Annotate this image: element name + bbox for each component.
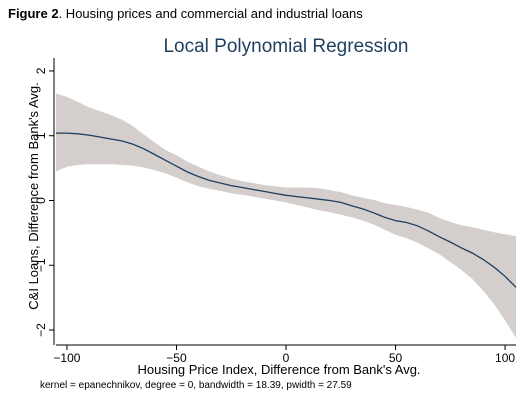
x-tick-label: 50 [389, 351, 403, 365]
y-tick-label: 0 [34, 197, 48, 204]
y-tick-label: −2 [34, 323, 48, 337]
fit-line [56, 132, 517, 288]
x-tick-label: −50 [166, 351, 187, 365]
x-axis-label: Housing Price Index, Difference from Ban… [137, 362, 420, 377]
chart-title: Local Polynomial Regression [163, 36, 408, 57]
y-axis-label: C&I Loans, Difference from Bank's Avg. [26, 82, 41, 309]
y-tick-label: 2 [34, 67, 48, 74]
figure-caption-text: . Housing prices and commercial and indu… [58, 6, 363, 21]
plot-area [56, 93, 517, 338]
y-tick-label: −1 [34, 258, 48, 272]
y-tick-label: 1 [34, 132, 48, 139]
x-tick-label: −100 [53, 351, 80, 365]
x-tick-label: 0 [283, 351, 290, 365]
confidence-band [56, 93, 516, 338]
figure-caption: Figure 2. Housing prices and commercial … [8, 6, 363, 21]
kernel-note: kernel = epanechnikov, degree = 0, bandw… [40, 380, 352, 391]
figure-number: Figure 2 [8, 6, 59, 21]
axes: −100 −50 0 50 100 −2 −1 0 1 2 [34, 58, 516, 365]
x-tick-label: 100 [495, 351, 515, 365]
